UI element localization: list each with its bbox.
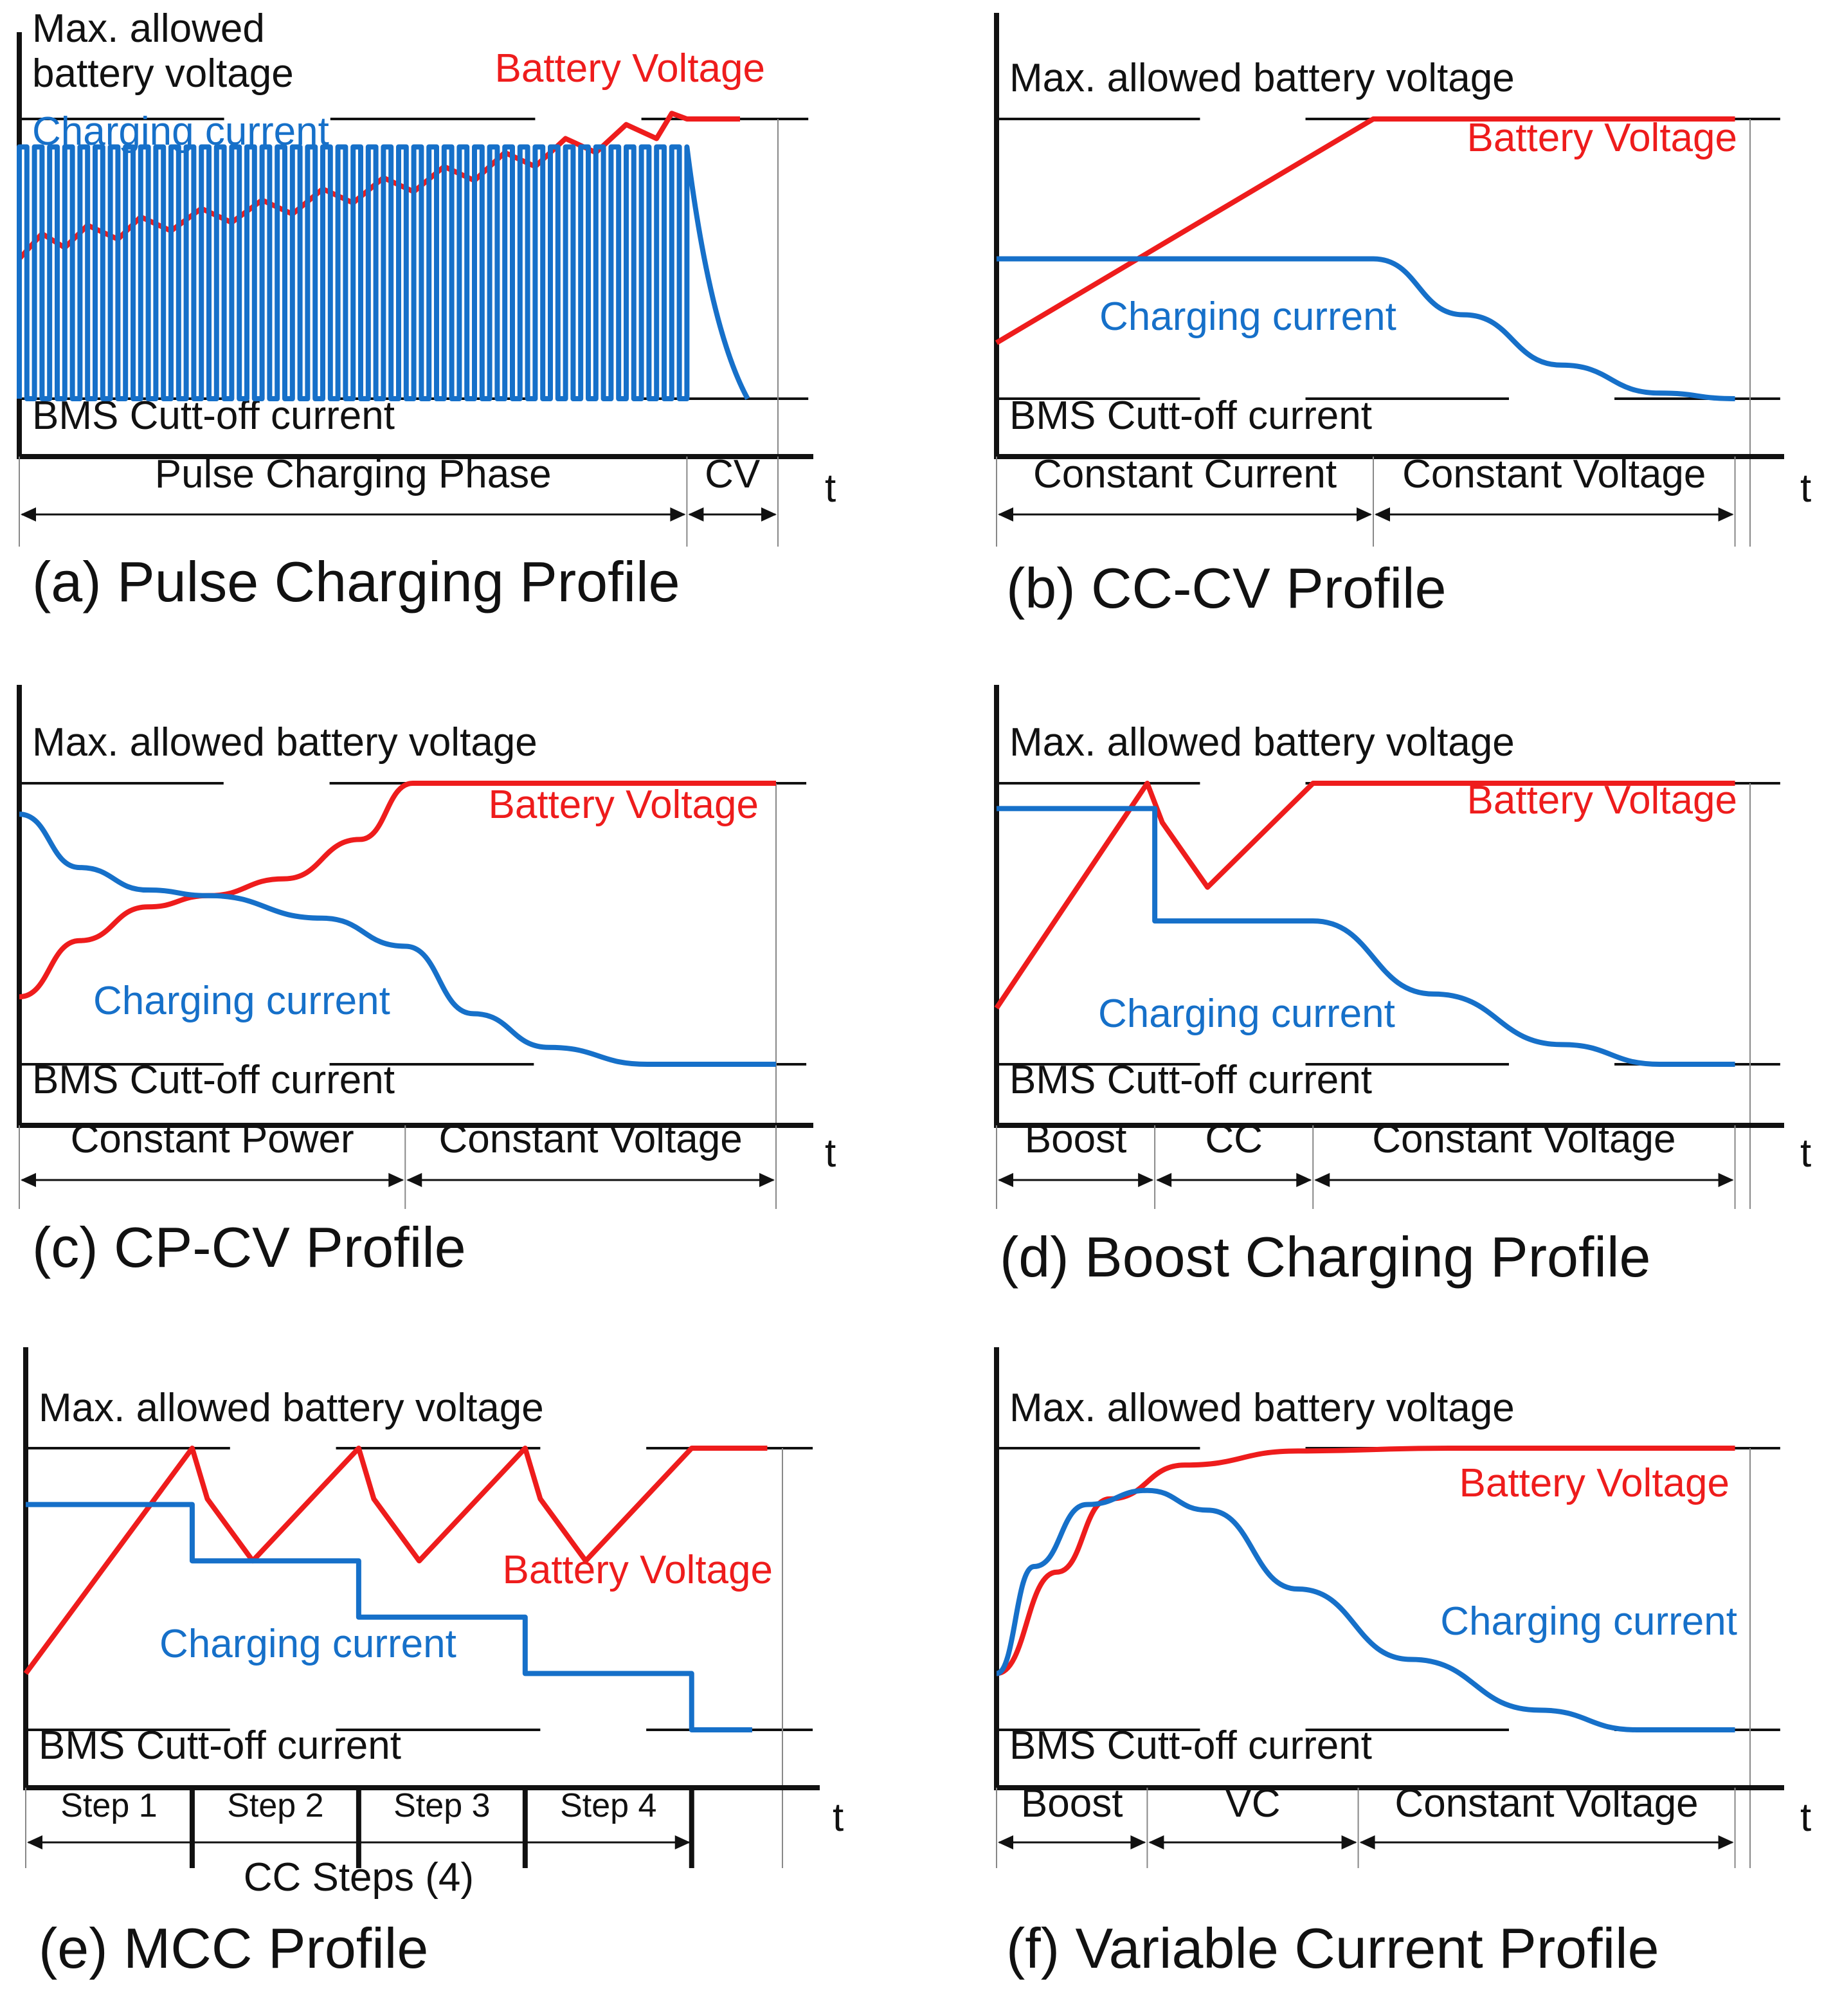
x-axis-label: t [1800,1131,1811,1176]
arrowhead [1296,1173,1312,1187]
arrowhead [388,1173,404,1187]
cutoff-current-label: BMS Cutt-off current [39,1723,401,1768]
max-voltage-label: Max. allowed [32,6,265,51]
phase-label: Constant Power [71,1117,354,1161]
current-series [26,1502,752,1732]
arrowhead [998,1835,1013,1849]
current-series [997,256,1735,401]
arrowhead [1718,507,1734,522]
voltage-series [23,1446,768,1675]
x-axis-label: t [1800,466,1811,511]
voltage-series [994,781,1735,1010]
max-voltage-label: Max. allowed battery voltage [1009,56,1515,100]
arrowhead [1130,1835,1146,1849]
arrowhead [1138,1173,1154,1187]
max-voltage-label: battery voltage [32,51,294,96]
voltage-series [19,780,776,1000]
arrowhead [1156,1173,1172,1187]
arrowhead [998,507,1013,522]
max-voltage-label: Max. allowed battery voltage [32,720,537,765]
arrowhead [1314,1173,1330,1187]
current-series-label: Charging current [93,979,390,1023]
panel-caption: (e) MCC Profile [39,1916,428,1980]
group-label: CC Steps (4) [244,1855,474,1900]
x-axis-label: t [1800,1795,1811,1840]
panel-c: Max. allowed battery voltage BMS Cutt-off… [17,685,836,1279]
phase-label: Constant Voltage [1395,1781,1698,1826]
cutoff-current-label: BMS Cutt-off current [1009,1723,1372,1768]
panel-f: Max. allowed battery voltage BMS Cutt-off… [994,1347,1811,1980]
arrowhead [688,507,704,522]
x-axis-label: t [833,1795,844,1840]
voltage-series [995,116,1735,345]
arrowhead [1357,507,1372,522]
panel-caption: (c) CP-CV Profile [32,1215,466,1279]
panel-caption: (b) CC-CV Profile [1006,556,1447,620]
arrowhead [759,1173,775,1187]
arrowhead [1375,507,1390,522]
cutoff-current-label: BMS Cutt-off current [1009,394,1372,438]
current-series [995,1487,1735,1733]
voltage-series-label: Battery Voltage [1459,1461,1730,1505]
panel-caption: (a) Pulse Charging Profile [32,550,680,613]
current-series-label: Charging current [1098,992,1395,1036]
current-series-label: Charging current [159,1622,456,1666]
current-series-label: Charging current [1099,295,1396,339]
voltage-series-label: Battery Voltage [489,783,759,827]
phase-label: CC [1205,1117,1263,1161]
voltage-series-label: Battery Voltage [503,1548,773,1592]
phase-label: Step 4 [560,1787,656,1824]
panel-e: Max. allowed battery voltage BMS Cutt-off… [23,1347,844,1980]
phase-label: Step 1 [60,1787,157,1824]
arrowhead [1148,1835,1164,1849]
phase-label: VC [1225,1781,1280,1826]
x-axis-label: t [825,1131,836,1176]
arrowhead [406,1173,422,1187]
phase-label: Boost [1021,1781,1123,1826]
current-series [17,144,750,401]
panel-caption: (f) Variable Current Profile [1006,1916,1659,1980]
max-voltage-label: Max. allowed battery voltage [39,1386,544,1430]
current-series [19,812,776,1067]
arrowhead [1359,1835,1375,1849]
arrowhead [674,1835,691,1849]
cutoff-current-label: BMS Cutt-off current [1009,1058,1372,1102]
max-voltage-label: Max. allowed battery voltage [1009,1386,1515,1430]
cutoff-current-label: BMS Cutt-off current [32,1058,395,1102]
arrowhead [761,507,777,522]
panel-d: Max. allowed battery voltage BMS Cutt-off… [994,685,1811,1289]
panel-b: Max. allowed battery voltage BMS Cutt-off… [994,13,1811,620]
arrowhead [670,507,686,522]
voltage-series [996,1445,1735,1676]
phase-label: Step 2 [227,1787,323,1824]
arrowhead [1718,1835,1734,1849]
arrowhead [21,1173,36,1187]
phase-label: Pulse Charging Phase [155,452,552,496]
arrowhead [21,507,36,522]
phase-label: Constant Current [1033,452,1337,496]
phase-label: Boost [1025,1117,1127,1161]
voltage-series-label: Battery Voltage [495,46,766,91]
arrowhead [998,1173,1013,1187]
arrowhead [27,1835,42,1849]
voltage-series-label: Battery Voltage [1467,116,1738,160]
arrowhead [1341,1835,1357,1849]
phase-label: Constant Voltage [1402,452,1706,496]
panel-caption: (d) Boost Charging Profile [1000,1225,1650,1289]
phase-label: Constant Voltage [1372,1117,1675,1161]
phase-label: Step 3 [393,1787,490,1824]
phase-label: Constant Voltage [439,1117,743,1161]
phase-label: CV [705,452,761,496]
current-series [997,806,1735,1067]
max-voltage-label: Max. allowed battery voltage [1009,720,1515,765]
x-axis-label: t [825,466,836,511]
arrowhead [1718,1173,1734,1187]
current-series-label: Charging current [1440,1599,1737,1644]
